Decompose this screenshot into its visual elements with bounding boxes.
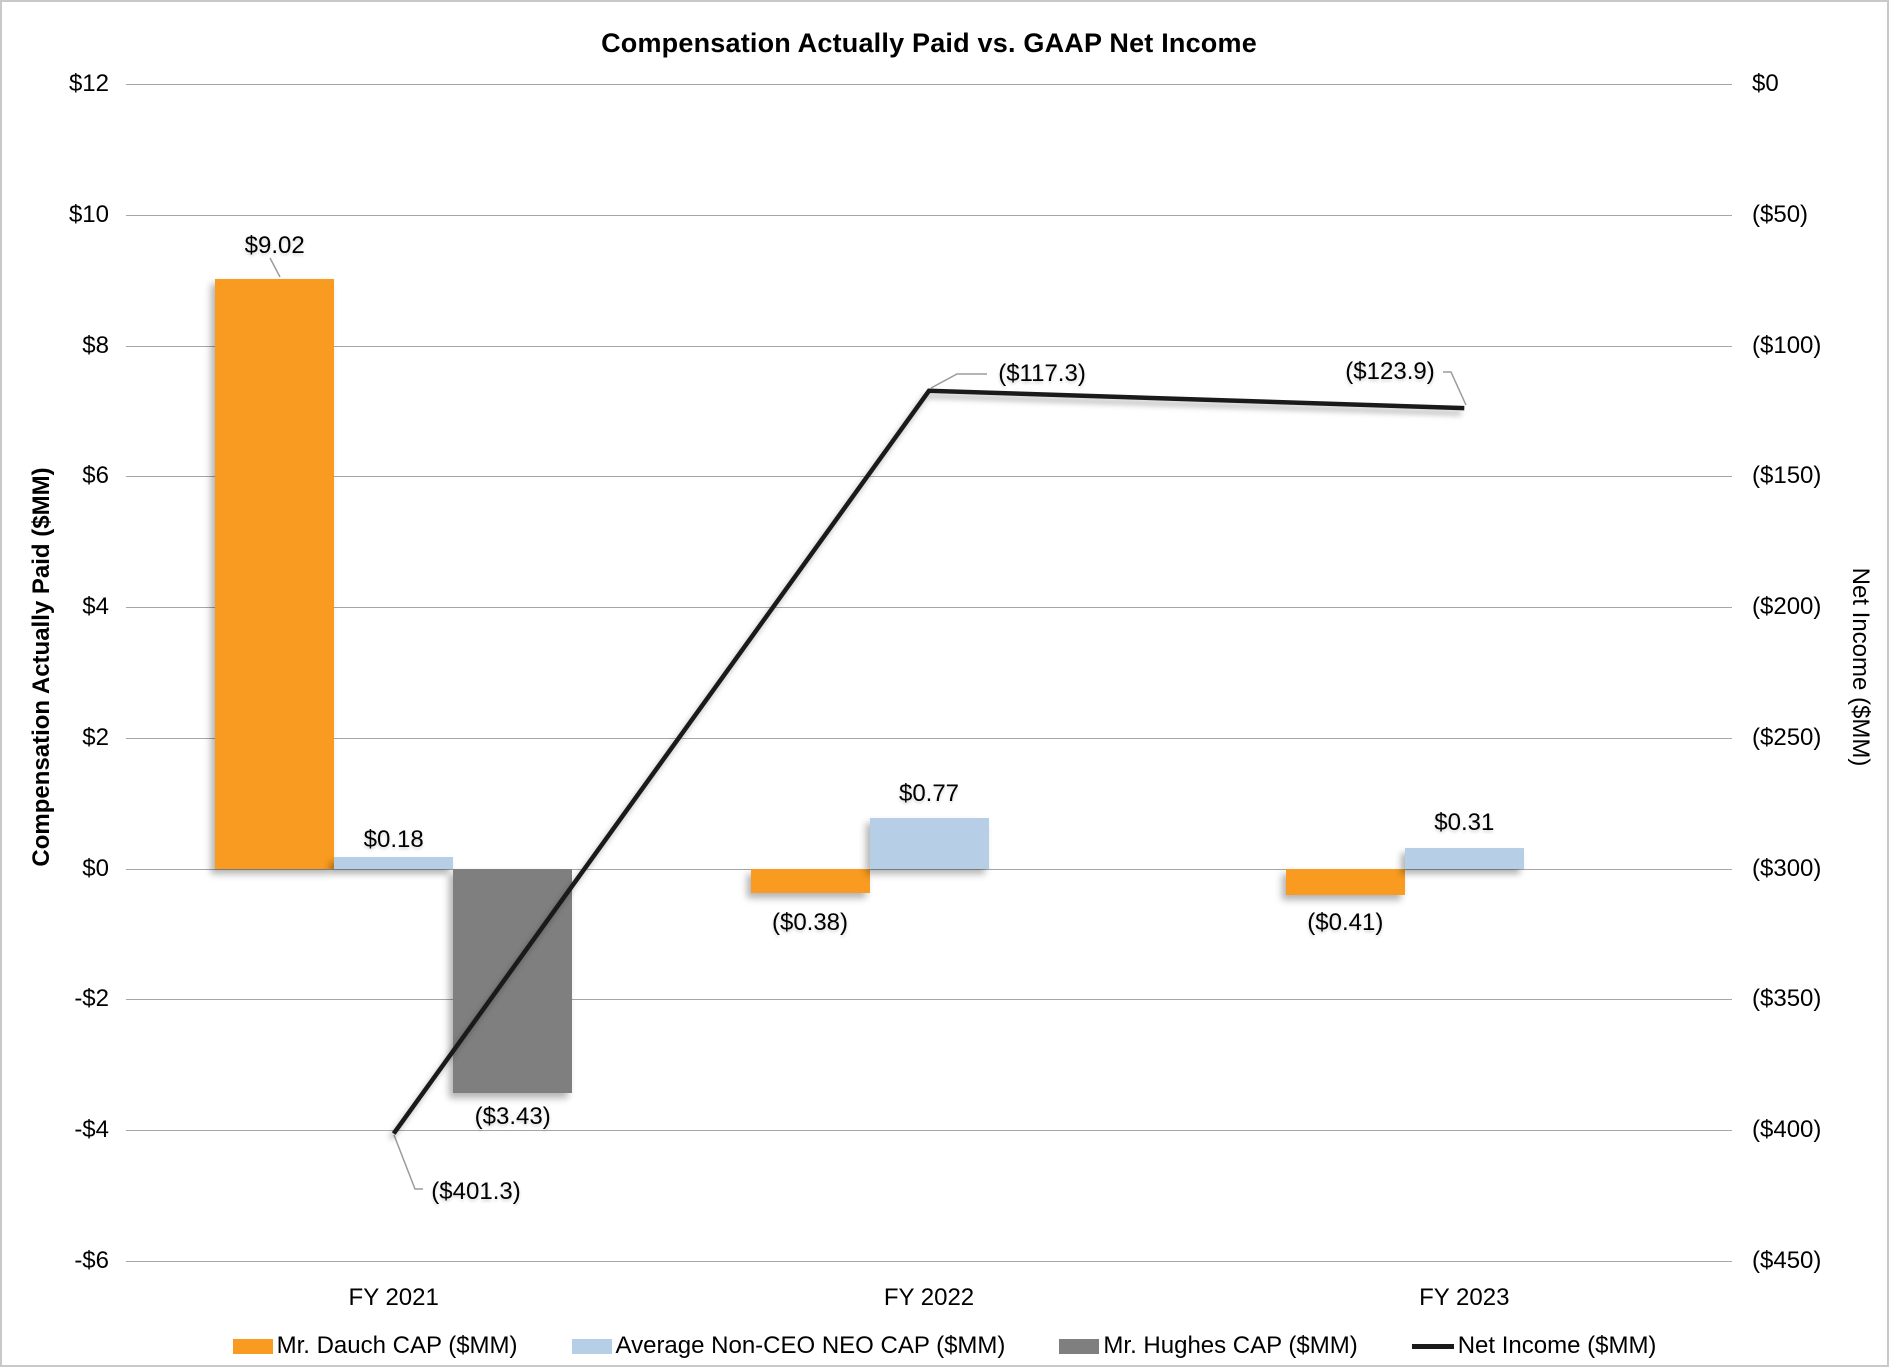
legend-item-dauch[interactable]: Mr. Dauch CAP ($MM) [232, 1332, 518, 1360]
bar-dauch-fy-2023[interactable] [1285, 868, 1405, 896]
left-axis-tick: -$2 [74, 985, 109, 1013]
right-axis-tick: ($250) [1752, 723, 1822, 751]
left-axis-title: Compensation Actually Paid ($MM) [28, 467, 55, 867]
leader-line [393, 1134, 423, 1190]
legend-swatch-hughes [1059, 1338, 1100, 1354]
leader-line [930, 373, 987, 389]
bar-neo-fy-2023[interactable] [1404, 848, 1524, 869]
data-label: ($401.3) [431, 1178, 521, 1205]
bar-dauch-fy-2021[interactable] [215, 278, 335, 869]
gridline [126, 476, 1732, 478]
left-axis-tick: $12 [68, 70, 109, 97]
bar-hughes-fy-2021[interactable] [453, 868, 573, 1093]
left-axis-tick: $4 [82, 593, 109, 621]
left-axis-tick: $0 [82, 854, 109, 882]
legend-swatch-net-income [1411, 1343, 1454, 1349]
right-axis-tick: ($450) [1752, 1247, 1822, 1274]
left-axis-tick: -$6 [74, 1247, 109, 1274]
x-axis-label-fy-2023: FY 2023 [1419, 1284, 1510, 1311]
bar-neo-fy-2021[interactable] [334, 856, 454, 869]
data-label: $0.77 [898, 780, 960, 808]
gridline [126, 1130, 1732, 1132]
left-axis-tick: $2 [82, 723, 109, 751]
chart-title: Compensation Actually Paid vs. GAAP Net … [601, 28, 1257, 58]
data-label: $9.02 [244, 231, 305, 259]
data-label: $0.18 [363, 825, 424, 853]
right-axis-tick: $0 [1752, 70, 1779, 97]
data-label: $0.31 [1434, 809, 1495, 837]
legend-item-net-income[interactable]: Net Income ($MM) [1411, 1332, 1657, 1360]
gridline [126, 607, 1732, 609]
data-label: ($0.41) [1307, 908, 1384, 936]
leader-line [1443, 371, 1467, 406]
legend-label-dauch: Mr. Dauch CAP ($MM) [276, 1332, 518, 1359]
left-axis-tick: -$4 [74, 1116, 109, 1144]
left-axis-tick: $8 [82, 331, 109, 359]
right-axis-tick: ($50) [1752, 200, 1809, 228]
bar-dauch-fy-2022[interactable] [750, 868, 870, 894]
legend-swatch-neo [571, 1338, 612, 1354]
x-axis-label-fy-2021: FY 2021 [348, 1284, 439, 1311]
bar-neo-fy-2022[interactable] [869, 818, 989, 869]
gridline [126, 737, 1732, 739]
leader-line [269, 257, 281, 278]
gridline [126, 84, 1732, 85]
gridline [126, 999, 1732, 1001]
legend-item-hughes[interactable]: Mr. Hughes CAP ($MM) [1059, 1332, 1358, 1360]
right-axis-tick: ($200) [1752, 593, 1822, 621]
gridline [126, 214, 1732, 216]
data-label: ($0.38) [771, 908, 849, 936]
right-axis-tick: ($350) [1752, 985, 1822, 1013]
gridline [126, 868, 1732, 870]
legend-swatch-dauch [232, 1338, 273, 1354]
data-label: ($117.3) [998, 360, 1086, 387]
gridline [126, 1261, 1732, 1262]
right-axis-tick: ($150) [1752, 462, 1822, 490]
legend: Mr. Dauch CAP ($MM) Average Non-CEO NEO C… [2, 1328, 1887, 1364]
legend-label-net-income: Net Income ($MM) [1457, 1332, 1657, 1359]
legend-item-neo[interactable]: Average Non-CEO NEO CAP ($MM) [571, 1332, 1006, 1360]
left-axis-tick: $6 [82, 462, 109, 490]
data-label: ($3.43) [474, 1103, 551, 1130]
x-axis-label-fy-2022: FY 2022 [883, 1284, 975, 1311]
legend-label-hughes: Mr. Hughes CAP ($MM) [1103, 1332, 1358, 1359]
right-axis-tick: ($400) [1752, 1116, 1822, 1144]
right-axis-tick: ($300) [1752, 854, 1822, 882]
left-axis-tick: $10 [68, 200, 109, 228]
right-axis-tick: ($100) [1752, 331, 1822, 359]
legend-label-neo: Average Non-CEO NEO CAP ($MM) [615, 1332, 1006, 1359]
gridline [126, 345, 1732, 347]
data-label: ($123.9) [1345, 358, 1435, 385]
